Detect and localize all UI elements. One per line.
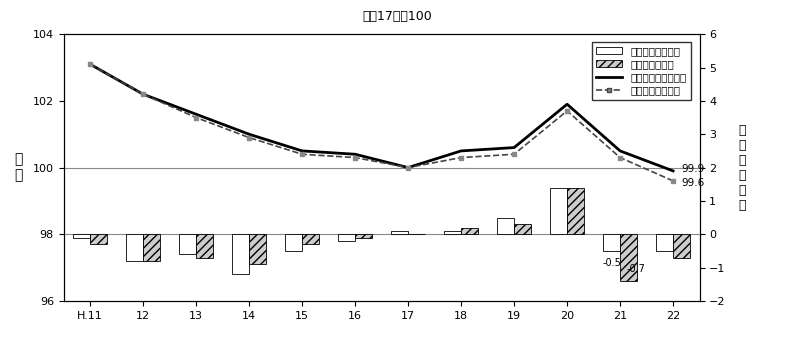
- Text: 平成17年＝100: 平成17年＝100: [363, 10, 432, 23]
- Bar: [620, 234, 637, 281]
- Bar: [391, 231, 408, 234]
- Bar: [550, 187, 567, 234]
- Bar: [196, 234, 213, 258]
- Bar: [497, 218, 514, 234]
- Bar: [143, 234, 160, 261]
- Bar: [90, 234, 107, 244]
- Y-axis label: 指
数: 指 数: [14, 153, 23, 183]
- Bar: [338, 234, 355, 241]
- Bar: [673, 234, 690, 258]
- Bar: [126, 234, 143, 261]
- Bar: [603, 234, 620, 251]
- Text: 99.9: 99.9: [681, 164, 704, 174]
- Y-axis label: 前
年
比
（
％
）: 前 年 比 （ ％ ）: [739, 123, 747, 212]
- Text: -0.7: -0.7: [626, 264, 646, 274]
- Bar: [656, 234, 673, 251]
- Bar: [355, 234, 372, 238]
- Bar: [249, 234, 266, 264]
- Bar: [302, 234, 319, 244]
- Bar: [514, 224, 531, 234]
- Bar: [567, 187, 584, 234]
- Bar: [285, 234, 302, 251]
- Bar: [461, 227, 478, 234]
- Bar: [73, 234, 90, 238]
- Text: 99.6: 99.6: [681, 177, 704, 187]
- Bar: [179, 234, 196, 254]
- Bar: [444, 231, 461, 234]
- Text: -0.5: -0.5: [603, 258, 622, 267]
- Bar: [232, 234, 249, 274]
- Legend: 前年比（茨城県）, 前年比（全国）, 総合指数（茨城県）, 総合指数（全国）: 前年比（茨城県）, 前年比（全国）, 総合指数（茨城県）, 総合指数（全国）: [592, 42, 691, 100]
